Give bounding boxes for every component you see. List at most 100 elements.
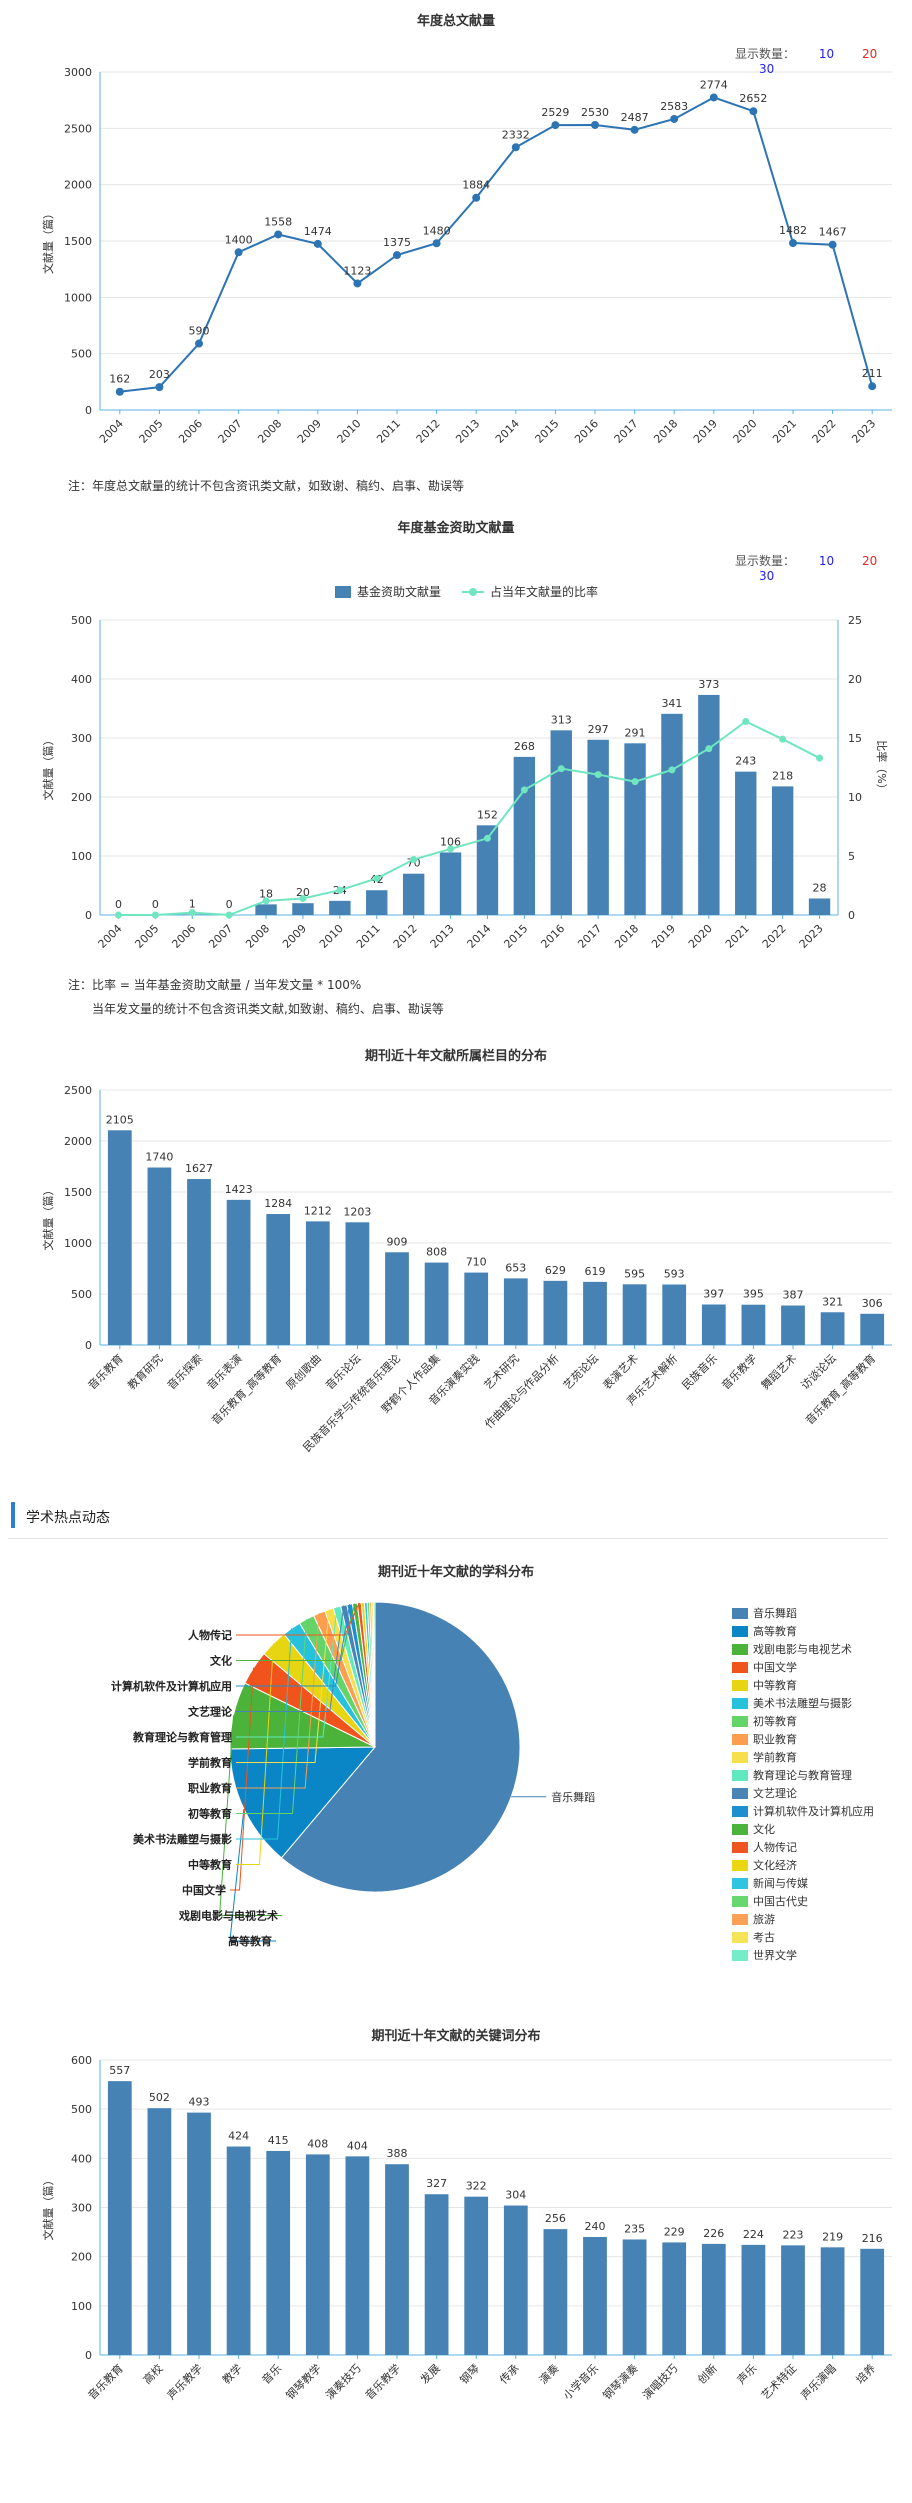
display-count-30[interactable]: 30 — [759, 62, 775, 76]
data-label: 593 — [664, 1268, 685, 1281]
x-tick-label: 2013 — [453, 417, 482, 446]
y-tick-label: 0 — [85, 404, 92, 417]
y-axis-title: 文献量（篇） — [41, 208, 55, 274]
data-point — [274, 230, 283, 239]
x-tick-label: 音乐教育_高等教育 — [802, 1351, 878, 1427]
x-tick-label: 2023 — [797, 922, 826, 951]
x-tick-label: 2007 — [206, 922, 235, 951]
legend-label: 世界文学 — [753, 1948, 797, 1962]
legend-swatch — [732, 1662, 748, 1673]
data-label: 291 — [625, 726, 646, 739]
data-label: 1400 — [225, 233, 253, 246]
x-tick-label: 钢琴演奏 — [600, 2361, 641, 2402]
series-line — [119, 96, 874, 393]
x-tick-label: 2018 — [651, 417, 680, 446]
legend-swatch — [732, 1842, 748, 1853]
y-tick-label: 300 — [71, 2202, 92, 2215]
data-point — [709, 93, 718, 102]
bar — [624, 743, 646, 915]
data-label: 1284 — [264, 1197, 292, 1210]
display-count-label: 显示数量： — [735, 47, 796, 61]
legend-swatch — [732, 1806, 748, 1817]
legend-swatch — [732, 1770, 748, 1781]
x-tick-label: 舞蹈艺术 — [759, 1352, 799, 1392]
legend-label-bars: 基金资助文献量 — [357, 584, 441, 599]
x-tick-label: 2010 — [317, 922, 346, 951]
data-label: 2529 — [541, 106, 569, 119]
x-tick-label: 2017 — [612, 417, 641, 446]
bar — [385, 2164, 409, 2355]
y-tick-label: 1500 — [64, 235, 92, 248]
bar — [587, 739, 609, 915]
data-label: 1212 — [304, 1204, 332, 1217]
callout-line — [236, 1604, 351, 1687]
x-tick-label: 2023 — [849, 417, 878, 446]
data-label: 1423 — [225, 1183, 253, 1196]
legend-label: 中等教育 — [753, 1678, 797, 1692]
bar — [622, 1284, 647, 1345]
y-tick-label: 1000 — [64, 291, 92, 304]
y-axis-title: 文献量（篇） — [41, 2175, 55, 2241]
callout-label: 文化 — [210, 1654, 232, 1668]
display-count-10[interactable]: 10 — [818, 47, 835, 61]
y2-tick-label: 20 — [848, 673, 862, 686]
x-tick-label: 演奏 — [536, 2361, 561, 2386]
x-tick-label: 音乐教育 — [85, 1351, 126, 1392]
x-tick-label: 声乐演唱 — [798, 2361, 839, 2402]
data-label: 162 — [109, 373, 130, 386]
data-label: 18 — [259, 887, 273, 900]
callout-label: 职业教育 — [188, 1781, 232, 1795]
data-label: 28 — [813, 881, 827, 894]
y-tick-label: 1500 — [64, 1186, 92, 1199]
data-label: 256 — [545, 2212, 566, 2225]
y-tick-label: 600 — [71, 2054, 92, 2067]
data-label: 219 — [822, 2230, 843, 2243]
legend-label-line: 占当年文献量的比率 — [490, 584, 598, 599]
data-point — [115, 387, 124, 396]
data-point — [155, 383, 164, 392]
x-tick-label: 2021 — [723, 922, 752, 951]
bar — [107, 2081, 132, 2355]
data-label: 341 — [661, 697, 682, 710]
display-count-10[interactable]: 10 — [818, 554, 835, 568]
data-label: 321 — [822, 1295, 843, 1308]
chart-title: 期刊近十年文献的关键词分布 — [371, 2028, 540, 2044]
data-label: 373 — [698, 678, 719, 691]
x-tick-label: 小学音乐 — [560, 2361, 601, 2402]
display-count-20[interactable]: 20 — [861, 47, 878, 61]
data-label: 0 — [115, 898, 122, 911]
ratio-point — [114, 911, 122, 919]
legend-swatch — [732, 1698, 748, 1709]
x-tick-label: 2011 — [374, 417, 403, 446]
annual-note: 注：年度总文献量的统计不包含资讯类文献，如致谢、稿约、启事、勘误等 — [68, 479, 465, 493]
legend-swatch — [732, 1788, 748, 1799]
bar — [583, 1281, 607, 1345]
bar — [266, 1214, 291, 1345]
x-tick-label: 原创歌曲 — [283, 1351, 324, 1392]
legend-label: 计算机软件及计算机应用 — [753, 1804, 874, 1818]
callout-label: 美术书法雕塑与摄影 — [133, 1832, 232, 1846]
y-tick-label: 0 — [85, 909, 92, 922]
x-tick-label: 演奏技巧 — [323, 2361, 364, 2402]
data-label: 218 — [772, 769, 793, 782]
display-count-20[interactable]: 20 — [861, 554, 878, 568]
ratio-point — [631, 778, 639, 786]
pie-slice — [280, 1601, 521, 1893]
x-tick-label: 音乐教育_高等教育 — [208, 1351, 284, 1427]
legend-swatch — [732, 1878, 748, 1889]
data-label: 226 — [703, 2227, 724, 2240]
x-tick-label: 2006 — [176, 417, 205, 446]
x-tick-label: 高校 — [140, 2361, 165, 2386]
callout-line — [236, 1602, 360, 1636]
display-count-30[interactable]: 30 — [759, 569, 775, 583]
data-label: 2530 — [581, 106, 609, 119]
data-label: 229 — [664, 2225, 685, 2238]
x-tick-label: 2009 — [295, 417, 324, 446]
legend-label: 美术书法雕塑与摄影 — [753, 1696, 852, 1710]
bar — [622, 2239, 647, 2355]
data-label: 106 — [440, 835, 461, 848]
data-point — [630, 125, 639, 134]
legend-label: 旅游 — [753, 1912, 775, 1926]
y-tick-label: 300 — [71, 732, 92, 745]
legend-swatch — [732, 1716, 748, 1727]
